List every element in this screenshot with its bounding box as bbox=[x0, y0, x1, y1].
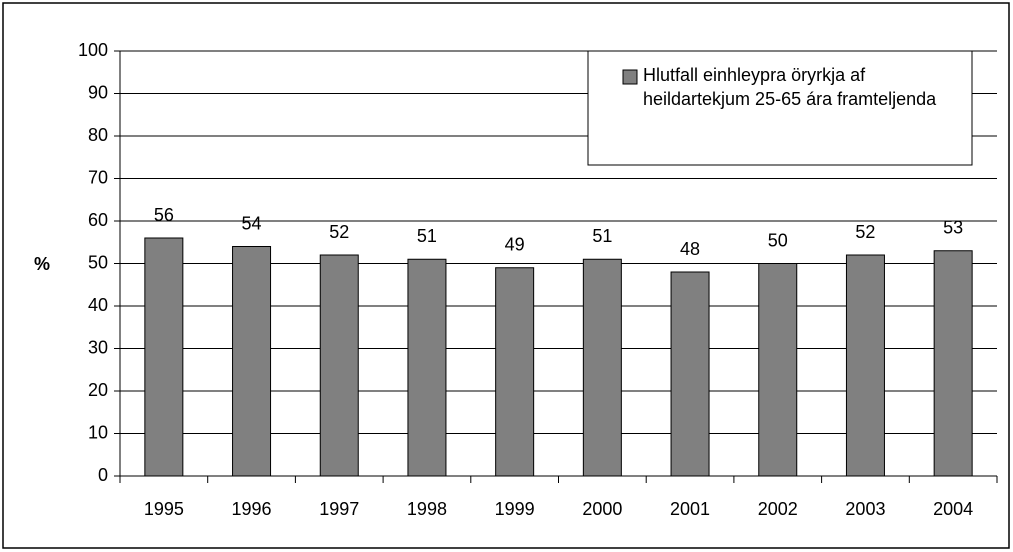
data-label: 53 bbox=[943, 218, 963, 238]
bar bbox=[670, 271, 710, 477]
legend-label: Hlutfall einhleypra öryrkja af heildarte… bbox=[643, 65, 937, 109]
data-label: 52 bbox=[329, 222, 349, 242]
y-tick-label: 90 bbox=[88, 82, 108, 102]
y-tick-label: 50 bbox=[88, 252, 108, 272]
x-tick-label: 1996 bbox=[232, 499, 272, 519]
bar bbox=[933, 250, 973, 477]
x-tick-label: 2003 bbox=[845, 499, 885, 519]
legend-text-box: Hlutfall einhleypra öryrkja af heildarte… bbox=[643, 65, 937, 109]
data-label: 56 bbox=[154, 205, 174, 225]
bar bbox=[144, 237, 184, 477]
data-label: 52 bbox=[855, 222, 875, 242]
bar bbox=[232, 246, 272, 477]
data-label: 49 bbox=[505, 235, 525, 255]
data-label: 51 bbox=[592, 226, 612, 246]
y-tick-label: 70 bbox=[88, 167, 108, 187]
legend-box bbox=[587, 50, 973, 166]
data-label: 50 bbox=[768, 230, 788, 250]
data-label: 48 bbox=[680, 239, 700, 259]
y-tick-label: 10 bbox=[88, 422, 108, 442]
legend-swatch bbox=[622, 69, 638, 85]
x-tick-label: 1999 bbox=[495, 499, 535, 519]
bar bbox=[582, 258, 622, 477]
bar bbox=[758, 263, 798, 477]
x-tick-label: 1995 bbox=[144, 499, 184, 519]
x-tick-label: 2000 bbox=[582, 499, 622, 519]
y-tick-label: 40 bbox=[88, 295, 108, 315]
data-label: 51 bbox=[417, 226, 437, 246]
data-label: 54 bbox=[242, 213, 262, 233]
x-tick-label: 2002 bbox=[758, 499, 798, 519]
y-tick-label: 0 bbox=[98, 465, 108, 485]
y-tick-label: 100 bbox=[78, 40, 108, 60]
x-tick-label: 1997 bbox=[319, 499, 359, 519]
y-tick-label: 60 bbox=[88, 210, 108, 230]
bar bbox=[495, 267, 535, 477]
y-tick-label: 80 bbox=[88, 125, 108, 145]
x-tick-label: 2001 bbox=[670, 499, 710, 519]
y-tick-label: 20 bbox=[88, 380, 108, 400]
x-tick-label: 1998 bbox=[407, 499, 447, 519]
bar bbox=[407, 258, 447, 477]
y-tick-label: 30 bbox=[88, 337, 108, 357]
y-axis-label: % bbox=[34, 254, 50, 274]
x-tick-label: 2004 bbox=[933, 499, 973, 519]
bar bbox=[319, 254, 359, 477]
bar bbox=[845, 254, 885, 477]
